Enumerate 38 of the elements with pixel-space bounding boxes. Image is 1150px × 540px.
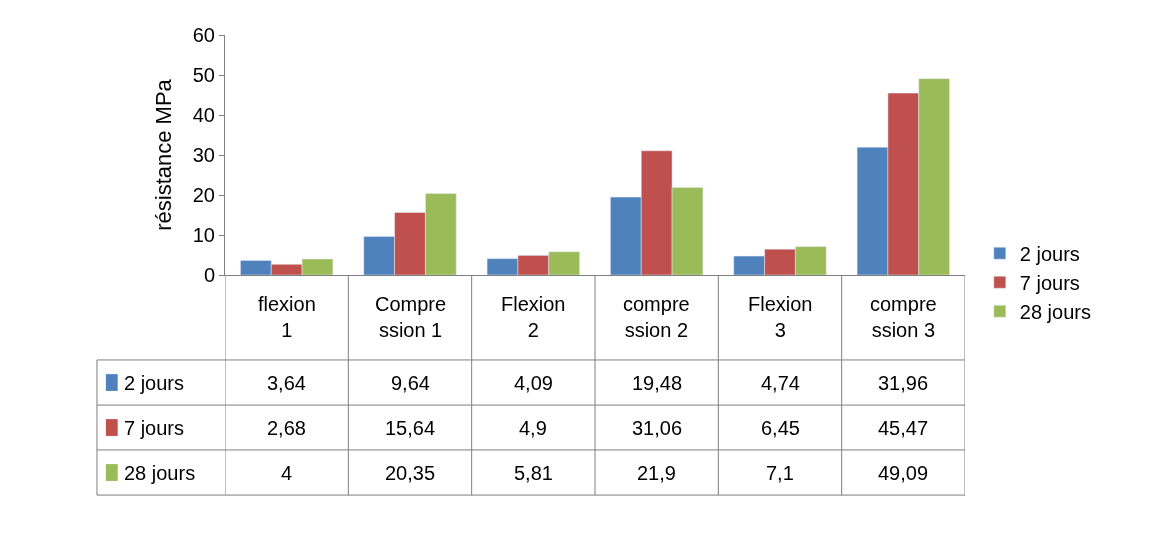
y-tick-label: 0 [203,264,215,286]
data-label: 45,47 [878,417,929,439]
data-label: 19,48 [632,372,683,394]
text: 2 jours [1019,243,1080,265]
data-label: 21,9 [637,462,676,484]
data-label: 49,09 [878,462,929,484]
data-label: 9,64 [391,372,430,394]
data-label: 4 [281,462,293,484]
data-label: 2,68 [267,417,306,439]
y-tick-label: 50 [192,64,215,86]
x-tick-label: flexion 1 [258,293,316,341]
legend-label: 2 jours [124,372,185,394]
data-label: 4,74 [761,372,800,394]
data-label: 5,81 [514,462,553,484]
y-tick-label: 30 [192,144,215,166]
x-tick-label: Flexion 2 [501,293,566,341]
legend-label: 28 jours [1019,301,1091,323]
data-label: 4,9 [519,417,547,439]
data-label: 7,1 [766,462,794,484]
y-tick-label: 60 [192,24,215,46]
x-tick-label: Compression 1 [375,293,447,341]
data-label: 4,09 [514,372,553,394]
data-label: 31,06 [632,417,683,439]
y-tick-label: 20 [192,184,215,206]
text: 7 jours [124,417,185,439]
x-tick-label: Flexion 3 [748,293,813,341]
y-axis-title: résistance MPa [150,78,176,231]
data-label: 3,64 [267,372,306,394]
legend-label: 7 jours [1019,272,1080,294]
data-label: 20,35 [385,462,436,484]
data-label: 15,64 [385,417,436,439]
data-label: 31,96 [878,372,929,394]
x-tick-label: compression 3 [870,293,937,341]
data-label: 6,45 [761,417,800,439]
y-tick-label: 10 [192,224,215,246]
x-tick-label: compression 2 [623,293,690,341]
text: 28 jours [124,462,196,484]
y-tick-label: 40 [192,104,215,126]
